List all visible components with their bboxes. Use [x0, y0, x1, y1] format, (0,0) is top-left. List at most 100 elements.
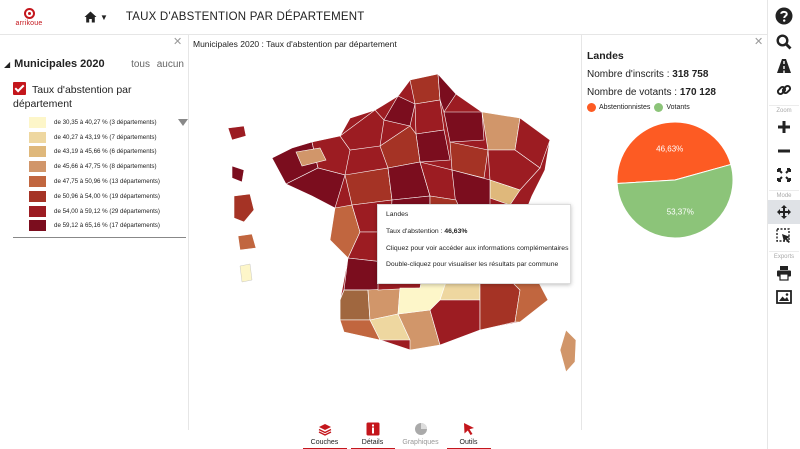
- legend-label: de 40,27 à 43,19 % (7 départements): [54, 133, 157, 141]
- dept-tile: [295, 147, 327, 167]
- dept-tile: [379, 125, 421, 169]
- pan-mode-button[interactable]: [767, 200, 800, 224]
- fullscreen-button[interactable]: [768, 163, 800, 187]
- dept-tile: [233, 193, 255, 223]
- dept-tile: [443, 111, 485, 143]
- close-icon[interactable]: ✕: [173, 36, 183, 48]
- route-button[interactable]: [768, 54, 800, 78]
- help-button[interactable]: [768, 4, 800, 28]
- link-button[interactable]: [768, 78, 800, 102]
- legend-dot-abst: [587, 103, 596, 112]
- layers-panel: ✕ ◢ Municipales 2020 tous aucun Taux d'a…: [0, 35, 189, 430]
- zoom-out-button[interactable]: [768, 139, 800, 163]
- exports-label: Exports: [773, 254, 795, 260]
- tab-details[interactable]: Détails: [350, 422, 395, 449]
- pie-legend: Abstentionnistes Votants: [587, 103, 690, 112]
- info-inscrits: Nombre d'inscrits : 318 758: [587, 69, 709, 80]
- bottom-tabs: Couches Détails Graphiques: [302, 422, 491, 449]
- legend-row: de 50,96 à 54,00 % (19 départements): [29, 189, 187, 204]
- map-tooltip: Landes Taux d'abstention : 46,63% Clique…: [377, 204, 571, 284]
- legend-swatch: [29, 176, 46, 188]
- link-icon: [776, 84, 792, 96]
- legend-label: de 30,35 à 40,27 % (3 départements): [54, 118, 157, 126]
- legend-row: de 45,66 à 47,75 % (8 départements): [29, 159, 187, 174]
- pie-chart[interactable]: 46,63% 53,37%: [582, 35, 768, 430]
- dept-tile: [285, 167, 346, 209]
- move-icon: [777, 205, 791, 219]
- dept-tile: [311, 135, 351, 176]
- chevron-down-icon: ▼: [100, 12, 108, 22]
- legend-swatch: [29, 205, 46, 217]
- tab-graphiques-label: Graphiques: [402, 439, 439, 446]
- logo[interactable]: arrikoue: [0, 0, 58, 35]
- collapse-triangle-icon[interactable]: [178, 119, 188, 126]
- tooltip-rate: Taux d'abstention : 46,63%: [386, 227, 468, 235]
- zoom-in-button[interactable]: [768, 115, 800, 139]
- info-panel: ✕ Landes Nombre d'inscrits : 318 758 Nom…: [581, 35, 767, 430]
- legend-label: de 59,12 à 65,16 % (17 départements): [54, 222, 160, 230]
- image-icon: [776, 290, 792, 304]
- print-icon: [777, 266, 791, 281]
- info-icon: [366, 422, 379, 436]
- dept-tile: [239, 263, 253, 283]
- home-menu-button[interactable]: ▼: [84, 11, 108, 23]
- legend-label: de 47,75 à 50,96 % (13 départements): [54, 178, 160, 186]
- layer-item[interactable]: Taux d'abstention par département: [13, 82, 173, 111]
- dept-tile: [227, 125, 247, 141]
- tooltip-hint-click: Cliquez pour voir accéder aux informatio…: [386, 244, 569, 252]
- tab-outils-label: Outils: [446, 439, 491, 449]
- pie-slice-votants[interactable]: [616, 163, 734, 239]
- search-button[interactable]: [768, 30, 800, 54]
- mode-label: Mode: [776, 193, 792, 199]
- pie-chart-icon: [414, 423, 427, 435]
- dept-tile: [415, 129, 451, 163]
- legend-row: de 30,35 à 40,27 % (3 départements): [29, 115, 187, 130]
- header: arrikoue ▼ TAUX D'ABSTENTION PAR DÉPARTE…: [0, 0, 767, 35]
- legend-swatch: [29, 146, 46, 158]
- dept-tile: [237, 233, 257, 251]
- zoom-label: Zoom: [776, 108, 792, 114]
- right-toolbar: Zoom Mode: [767, 0, 800, 449]
- tab-outils[interactable]: Outils: [446, 422, 491, 449]
- tooltip-hint-dblclick: Double-cliquez pour visualiser les résul…: [386, 261, 559, 269]
- select-all-link[interactable]: tous: [131, 58, 150, 70]
- toolbar-divider: [769, 251, 799, 252]
- legend-row: de 43,19 à 45,66 % (6 départements): [29, 145, 187, 160]
- search-icon: [776, 34, 792, 50]
- layer-checkbox[interactable]: [13, 82, 26, 95]
- legend-dot-votants: [654, 103, 664, 112]
- expand-icon: [777, 168, 791, 182]
- tab-couches[interactable]: Couches: [302, 422, 347, 449]
- cursor-icon: [463, 423, 474, 435]
- legend-row: de 40,27 à 43,19 % (7 départements): [29, 130, 187, 145]
- page-title: TAUX D'ABSTENTION PAR DÉPARTEMENT: [125, 11, 365, 23]
- legend-row: de 54,00 à 59,12 % (29 départements): [29, 204, 187, 219]
- pie-slice-label: 53,37%: [667, 207, 694, 216]
- select-none-link[interactable]: aucun: [156, 58, 184, 70]
- toolbar-divider: [769, 105, 799, 106]
- road-icon: [777, 59, 791, 73]
- layer-group-header: ◢ Municipales 2020 tous aucun: [4, 58, 184, 70]
- info-votants: Nombre de votants : 170 128: [587, 87, 716, 98]
- map-title: Municipales 2020 : Taux d'abstention par…: [193, 39, 397, 49]
- close-icon[interactable]: ✕: [754, 36, 764, 48]
- select-mode-button[interactable]: [768, 224, 800, 248]
- caret-down-icon[interactable]: ◢: [4, 59, 11, 69]
- legend-label: de 43,19 à 45,66 % (6 départements): [54, 148, 157, 156]
- overseas-territories[interactable]: [227, 125, 327, 283]
- question-icon: [775, 7, 793, 25]
- layer-label: Taux d'abstention par département: [13, 84, 132, 110]
- export-image-button[interactable]: [768, 285, 800, 309]
- dept-tile: [487, 149, 541, 191]
- print-button[interactable]: [768, 261, 800, 285]
- legend-row: de 47,75 à 50,96 % (13 départements): [29, 174, 187, 189]
- plus-icon: [778, 121, 790, 133]
- minus-icon: [778, 149, 790, 153]
- legend-label: de 54,00 à 59,12 % (29 départements): [54, 207, 160, 215]
- legend-swatch: [29, 190, 46, 202]
- legend: de 30,35 à 40,27 % (3 départements) de 40…: [29, 115, 187, 233]
- tab-details-label: Détails: [350, 439, 395, 449]
- tab-graphiques[interactable]: Graphiques: [402, 422, 439, 449]
- pie-slice-abstentionnistes[interactable]: [616, 121, 732, 185]
